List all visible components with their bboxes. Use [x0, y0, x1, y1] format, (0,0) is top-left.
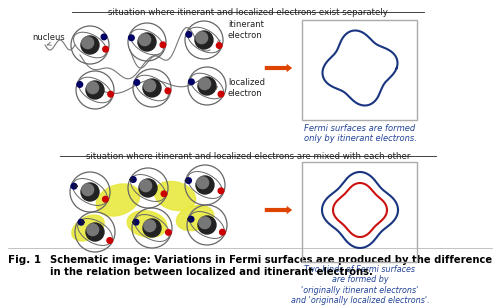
Text: situation where itinerant and localized electrons are mixed with each other: situation where itinerant and localized …: [86, 152, 410, 161]
Circle shape: [103, 47, 108, 52]
Circle shape: [144, 80, 156, 91]
Circle shape: [86, 223, 104, 241]
Circle shape: [199, 217, 210, 229]
Text: nucleus: nucleus: [32, 32, 65, 42]
Bar: [302, 162, 417, 262]
Circle shape: [218, 91, 224, 97]
Circle shape: [107, 238, 112, 243]
Circle shape: [199, 78, 210, 90]
Ellipse shape: [154, 181, 196, 211]
Circle shape: [188, 216, 194, 222]
Circle shape: [133, 219, 139, 225]
Text: Two kinds of Fermi surfaces
are formed by
'originally itinerant electrons'
and ': Two kinds of Fermi surfaces are formed b…: [290, 265, 430, 305]
Bar: [302, 20, 417, 120]
Text: Schematic image: Variations in Fermi surfaces are produced by the difference
in : Schematic image: Variations in Fermi sur…: [50, 255, 492, 277]
Circle shape: [195, 31, 213, 49]
Circle shape: [86, 81, 104, 99]
Circle shape: [198, 77, 216, 95]
Circle shape: [186, 32, 192, 37]
Circle shape: [81, 36, 99, 54]
Circle shape: [196, 176, 214, 194]
Circle shape: [87, 224, 99, 236]
Circle shape: [108, 91, 114, 97]
Circle shape: [128, 35, 134, 41]
Circle shape: [82, 184, 94, 196]
Circle shape: [138, 33, 156, 51]
Circle shape: [77, 82, 82, 87]
Circle shape: [143, 219, 161, 237]
Circle shape: [166, 230, 171, 235]
Circle shape: [134, 80, 140, 85]
Circle shape: [144, 220, 156, 232]
Ellipse shape: [127, 211, 167, 237]
Circle shape: [198, 216, 216, 234]
Circle shape: [160, 42, 166, 48]
Ellipse shape: [96, 184, 140, 216]
Circle shape: [71, 183, 77, 189]
Text: Fig. 1: Fig. 1: [8, 255, 41, 265]
Circle shape: [186, 178, 192, 183]
Circle shape: [130, 177, 136, 182]
Circle shape: [218, 188, 224, 194]
Circle shape: [139, 34, 150, 46]
Circle shape: [188, 79, 194, 85]
Circle shape: [196, 32, 207, 43]
Circle shape: [216, 43, 222, 48]
Circle shape: [78, 219, 84, 225]
Circle shape: [87, 82, 99, 94]
Circle shape: [81, 183, 99, 201]
Circle shape: [102, 196, 108, 202]
Circle shape: [140, 180, 151, 192]
Circle shape: [143, 79, 161, 97]
Text: Fermi surfaces are formed
only by itinerant electrons.: Fermi surfaces are formed only by itiner…: [304, 124, 416, 144]
Circle shape: [82, 37, 94, 49]
Circle shape: [161, 191, 167, 197]
Circle shape: [139, 179, 157, 197]
Circle shape: [220, 230, 225, 235]
Circle shape: [165, 88, 170, 94]
Circle shape: [101, 34, 107, 40]
Ellipse shape: [176, 205, 214, 231]
Text: localized
electron: localized electron: [228, 78, 265, 98]
Text: situation where itinerant and localized electrons exist separately: situation where itinerant and localized …: [108, 8, 388, 17]
Ellipse shape: [72, 215, 104, 241]
Circle shape: [197, 177, 208, 188]
Text: itinerant
electron: itinerant electron: [228, 20, 264, 40]
